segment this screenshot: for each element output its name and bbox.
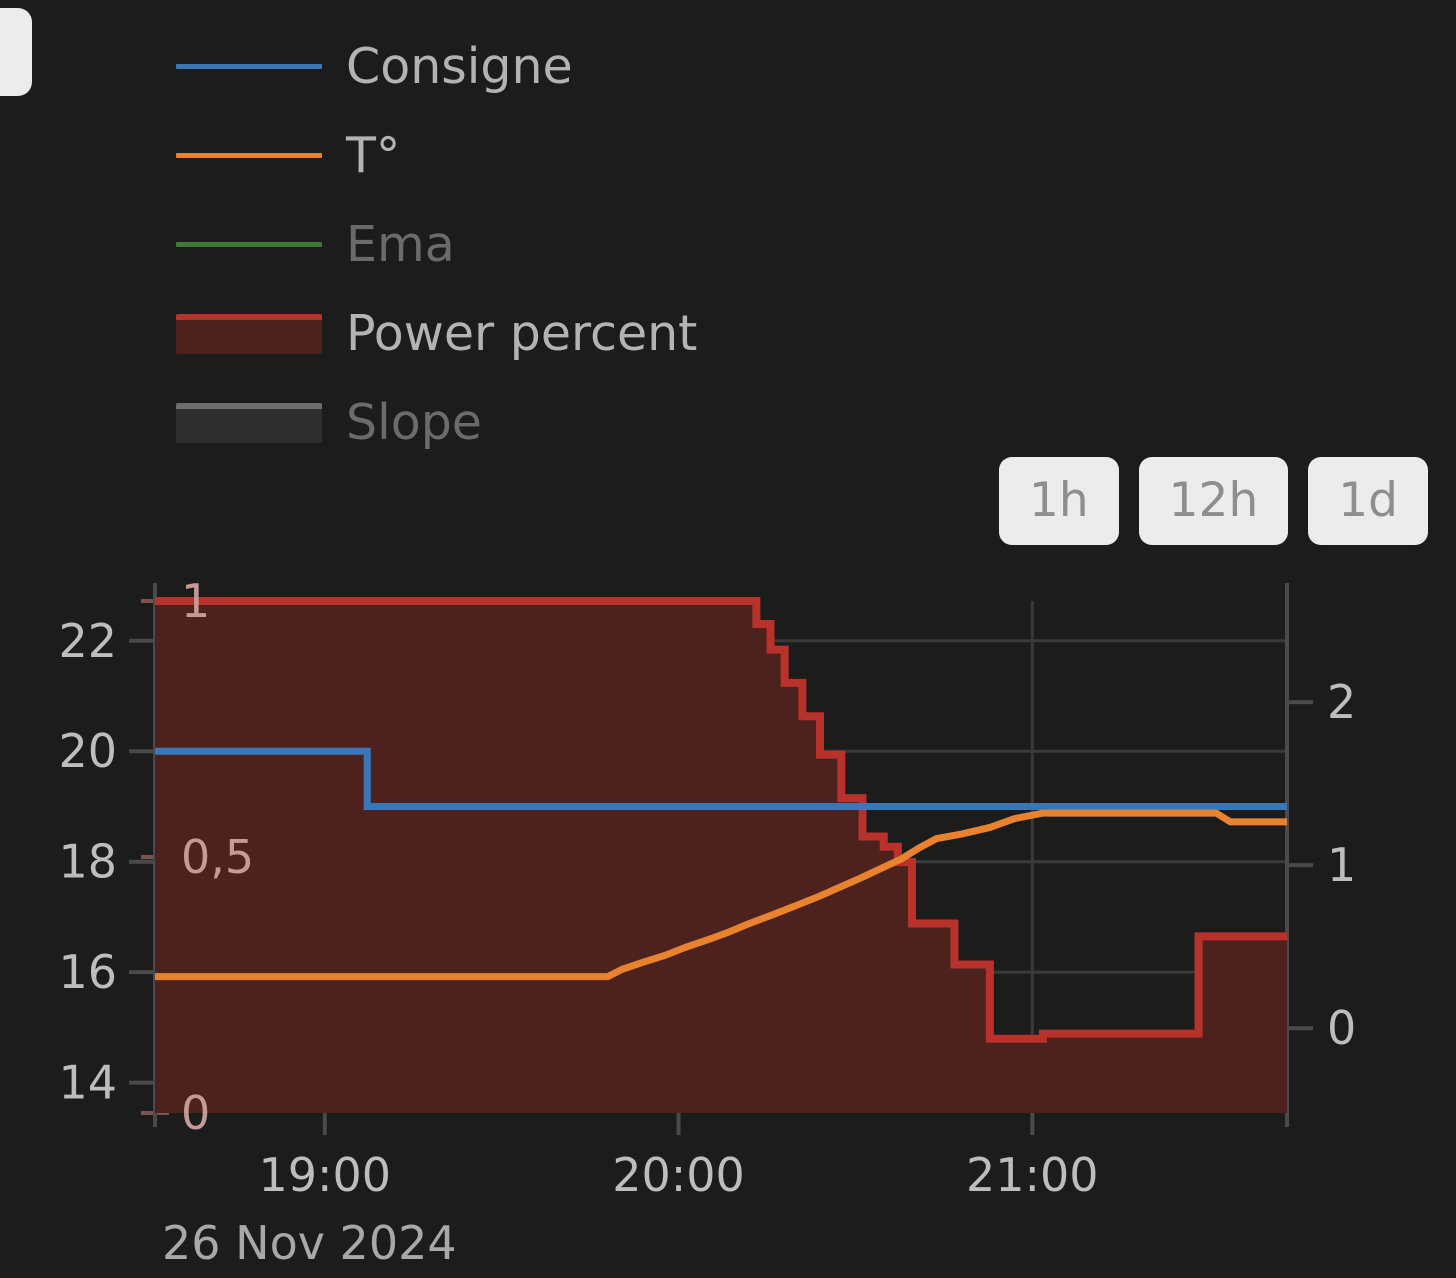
y-axis-tick-label-secondary: 0: [181, 1086, 210, 1140]
x-axis-tick-label: 19:00: [259, 1148, 392, 1202]
y-axis-tick-label-secondary: 0,5: [181, 830, 254, 884]
y-axis-tick-label-left: 20: [58, 724, 117, 778]
legend-item-label: T°: [346, 127, 401, 184]
time-range-button-group: 1h 12h 1d: [998, 457, 1428, 545]
legend-item-label: Power percent: [346, 305, 698, 362]
series-area-power-percent: [155, 601, 1287, 1113]
range-button-1h[interactable]: 1h: [998, 457, 1119, 545]
legend-item-label: Slope: [346, 394, 482, 451]
legend-swatch: [176, 242, 322, 247]
y-axis-tick-label-right: 0: [1327, 1001, 1356, 1055]
y-axis-tick-label-left: 18: [58, 835, 117, 889]
range-button-12h[interactable]: 12h: [1138, 457, 1289, 545]
legend-swatch: [176, 64, 322, 69]
legend-item-power-percent[interactable]: Power percent: [176, 289, 697, 378]
x-axis-tick-label: 20:00: [612, 1148, 745, 1202]
collapsed-panel-handle[interactable]: ›: [0, 8, 32, 96]
chart-plot-container[interactable]: 14 16 18 20 22 0 1 2 0 0,5 1 19:00 20:00 21:00 26 Nov …: [0, 566, 1456, 1278]
y-axis-tick-label-left: 14: [58, 1056, 117, 1110]
y-axis-tick-label-secondary: 1: [181, 574, 210, 628]
legend-swatch: [176, 313, 322, 354]
range-button-1d[interactable]: 1d: [1308, 457, 1428, 545]
series-line-consigne: [155, 747, 1287, 810]
legend-item-label: Ema: [346, 216, 455, 273]
legend-item-ema[interactable]: Ema: [176, 200, 697, 289]
data-series: [155, 597, 1287, 1113]
y-axis-tick-label-left: 22: [58, 614, 117, 668]
x-axis-tick-label: 21:00: [966, 1148, 1099, 1202]
legend-swatch: [176, 402, 322, 443]
series-line-power-percent: [155, 597, 1287, 1043]
legend-item-t[interactable]: T°: [176, 111, 697, 200]
y-axis-tick-label-left: 16: [58, 945, 117, 999]
legend-item-slope[interactable]: Slope: [176, 378, 697, 467]
series-line-t: [155, 809, 1287, 981]
x-axis-date-label: 26 Nov 2024: [162, 1216, 457, 1270]
legend-item-consigne[interactable]: Consigne: [176, 22, 697, 111]
y-axis-tick-label-right: 2: [1327, 675, 1356, 729]
chart-legend: Consigne T° Ema Power percent Slope: [176, 22, 697, 467]
legend-swatch: [176, 153, 322, 158]
y-axis-tick-label-right: 1: [1327, 838, 1356, 892]
legend-item-label: Consigne: [346, 38, 573, 95]
